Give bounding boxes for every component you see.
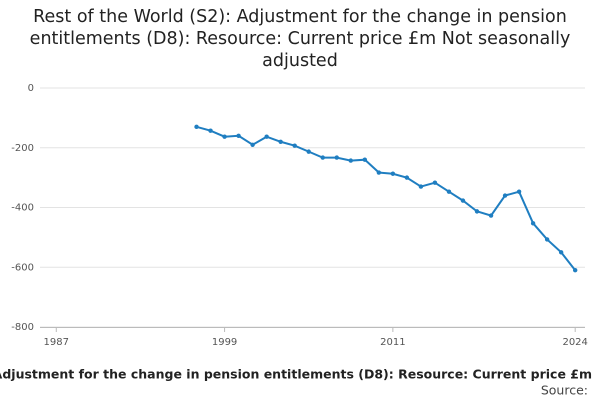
- y-tick-label: -800: [11, 322, 34, 333]
- data-point: [320, 155, 325, 160]
- data-point: [474, 209, 480, 214]
- data-point: [418, 184, 424, 189]
- footer: : Adjustment for the change in pension e…: [0, 367, 592, 382]
- data-point: [264, 134, 269, 139]
- data-point: [432, 180, 438, 185]
- y-tick-label: 0: [28, 83, 34, 94]
- data-point: [362, 157, 368, 162]
- data-point: [558, 250, 564, 255]
- data-point: [502, 193, 508, 198]
- x-tick-label: 1987: [44, 337, 69, 348]
- data-point: [334, 155, 339, 160]
- data-point: [208, 128, 213, 133]
- y-tick-label: -600: [11, 262, 34, 273]
- x-tick-label: 2024: [562, 337, 587, 348]
- chart-title: Rest of the World (S2): Adjustment for t…: [29, 7, 571, 71]
- data-point: [390, 171, 396, 176]
- source: Source:: [541, 383, 588, 398]
- data-point: [446, 189, 452, 194]
- data-point: [194, 124, 199, 130]
- data-point: [376, 170, 382, 175]
- data-point: [516, 189, 522, 194]
- data-point: [306, 149, 311, 154]
- data-point: [292, 143, 297, 148]
- data-point: [348, 158, 353, 163]
- data-point: [250, 142, 255, 147]
- y-tick-label: -400: [11, 203, 34, 214]
- x-tick-label: 2011: [380, 337, 405, 348]
- data-point: [222, 134, 227, 139]
- data-point: [488, 213, 494, 218]
- data-point: [278, 139, 283, 144]
- y-tick-label: -200: [11, 143, 34, 154]
- data-point: [460, 198, 466, 203]
- data-point: [236, 133, 241, 138]
- data-point: [572, 268, 578, 273]
- data-point: [530, 221, 536, 226]
- data-point: [404, 175, 410, 180]
- x-tick-label: 1999: [212, 337, 237, 348]
- data-point: [544, 237, 550, 242]
- data-line: [196, 125, 576, 271]
